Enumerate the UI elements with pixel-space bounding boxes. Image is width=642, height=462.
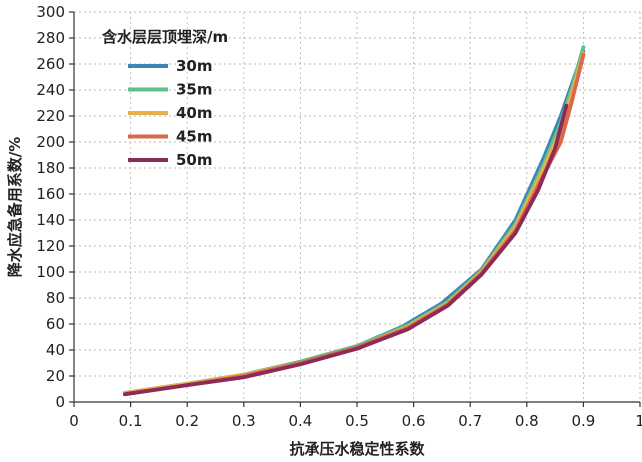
legend-label-35m: 35m — [176, 81, 213, 99]
y-tick-label: 180 — [36, 159, 65, 177]
x-tick-label: 0.2 — [175, 412, 199, 430]
x-tick-label: 0.1 — [119, 412, 143, 430]
y-tick-label: 20 — [46, 367, 65, 385]
series-line-50m — [123, 103, 569, 397]
y-tick-label: 140 — [36, 211, 65, 229]
x-tick-label: 0.9 — [571, 412, 595, 430]
y-tick-label: 100 — [36, 263, 65, 281]
y-tick-label: 260 — [36, 55, 65, 73]
y-tick-label: 0 — [55, 393, 65, 411]
y-tick-label: 300 — [36, 3, 65, 21]
y-axis-title: 降水应急备用系数/% — [6, 137, 24, 278]
legend: 含水层层顶埋深/m 30m 35m 40m 45m 50m — [102, 28, 228, 169]
x-tick-label: 0.6 — [402, 412, 426, 430]
y-tick-label: 240 — [36, 81, 65, 99]
legend-label-45m: 45m — [176, 128, 213, 146]
legend-title: 含水层层顶埋深/m — [102, 28, 228, 46]
y-tick-label: 60 — [46, 315, 65, 333]
legend-items: 30m 35m 40m 45m 50m — [128, 57, 213, 169]
grid — [74, 11, 641, 402]
x-tick-label: 0.8 — [515, 412, 539, 430]
x-tick-label: 0.4 — [288, 412, 312, 430]
legend-label-50m: 50m — [176, 151, 213, 169]
x-tick-label: 0 — [69, 412, 79, 430]
y-tick-label: 200 — [36, 133, 65, 151]
x-axis-title: 抗承压水稳定性系数 — [289, 440, 425, 458]
y-tick-label: 280 — [36, 29, 65, 47]
y-tick-label: 80 — [46, 289, 65, 307]
x-tick-label: 0.7 — [458, 412, 482, 430]
legend-label-40m: 40m — [176, 104, 213, 122]
x-tick-label: 0.5 — [345, 412, 369, 430]
y-ticks: 0 20 40 60 80 100 120 140 160 180 200 220 240 260 280 3… — [36, 3, 74, 411]
x-tick-label: 0.3 — [232, 412, 256, 430]
y-tick-label: 220 — [36, 107, 65, 125]
series-lines — [123, 45, 586, 397]
y-tick-label: 120 — [36, 237, 65, 255]
y-tick-label: 160 — [36, 185, 65, 203]
legend-label-30m: 30m — [176, 57, 213, 75]
x-tick-label: 1 — [635, 412, 642, 430]
y-tick-label: 40 — [46, 341, 65, 359]
x-ticks: 0 0.1 0.2 0.3 0.4 0.5 0.6 0.7 0.8 0.9 1 — [69, 402, 642, 430]
